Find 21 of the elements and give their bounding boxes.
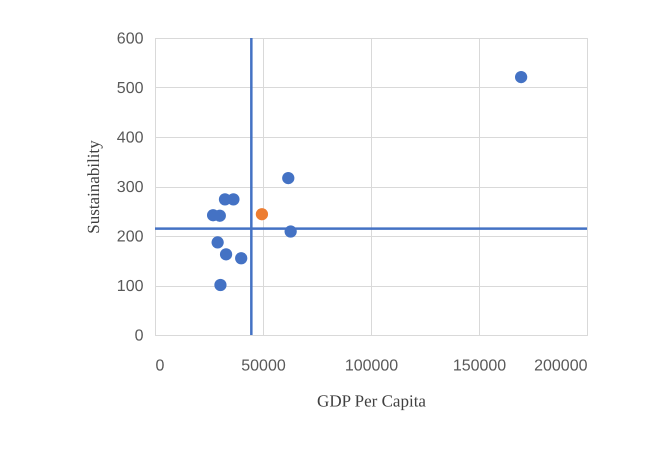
point xyxy=(282,172,294,184)
x-tick-label: 0 xyxy=(156,358,164,374)
x-axis-title: GDP Per Capita xyxy=(317,392,426,410)
y-tick-label: 600 xyxy=(116,30,144,48)
y-tick-label: 0 xyxy=(134,328,144,344)
y-tick-label: 400 xyxy=(116,130,144,146)
y-tick-label: 300 xyxy=(116,179,144,196)
x-tick-label: 50000 xyxy=(241,358,286,374)
y-tick-label: 500 xyxy=(116,80,144,97)
y-tick-label: 100 xyxy=(116,278,144,295)
y-axis-title: Sustainability xyxy=(84,140,103,234)
point xyxy=(514,70,528,84)
point xyxy=(235,252,248,264)
y-tick-label: 200 xyxy=(116,228,144,246)
x-tick-label: 100000 xyxy=(344,358,398,374)
point xyxy=(214,278,227,292)
point xyxy=(212,236,224,249)
x-tick-label: 200000 xyxy=(534,358,588,374)
x-tick-label: 150000 xyxy=(452,358,506,374)
point xyxy=(256,208,268,220)
point xyxy=(220,248,232,260)
